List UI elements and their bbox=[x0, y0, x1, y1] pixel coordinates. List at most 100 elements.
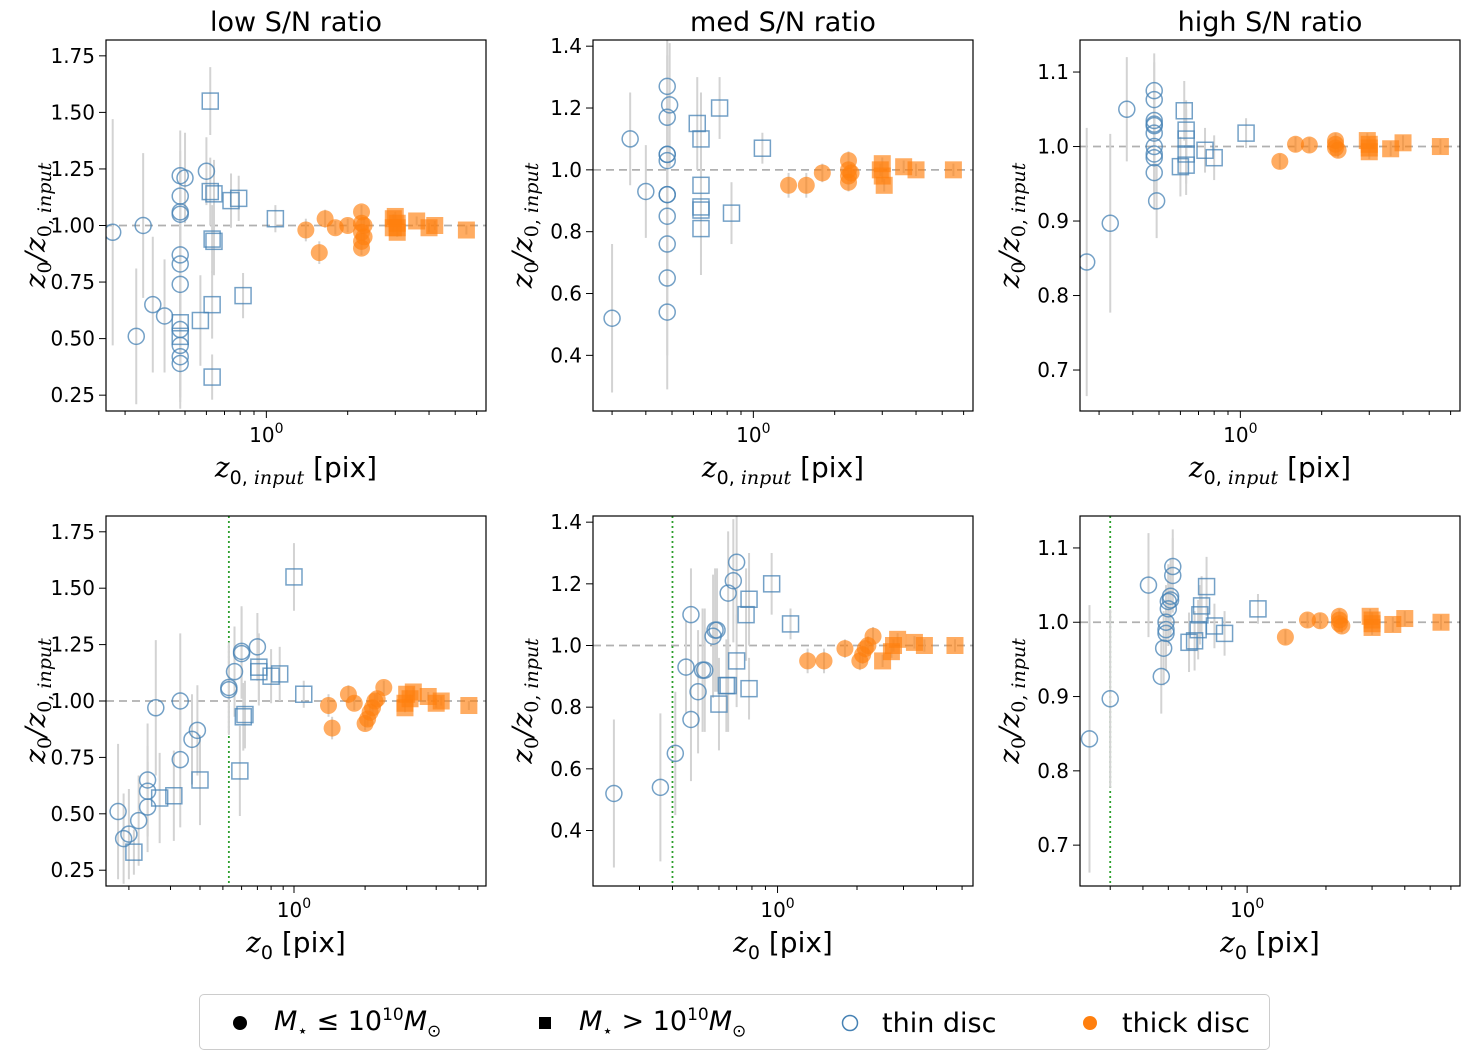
panel-4: 100 0.25 0.50 0.75 1.00 1.25 1.50 1.75 z0/z0, in… bbox=[19, 515, 487, 964]
y-tick-label: 1.50 bbox=[50, 576, 95, 600]
thin-disc-point bbox=[134, 216, 152, 235]
thick-disc-point bbox=[1363, 618, 1381, 636]
thin-disc-point bbox=[197, 162, 216, 180]
thick-disc-point bbox=[815, 652, 833, 670]
legend-label-low-mass-star: ⋆ bbox=[297, 1021, 308, 1042]
thin-disc-point bbox=[1215, 624, 1234, 643]
x-axis-label: z0 [pix] bbox=[245, 926, 346, 964]
thin-disc-point bbox=[114, 829, 133, 848]
x-axis-label: z0 [pix] bbox=[1219, 926, 1320, 964]
thick-disc-point bbox=[1360, 143, 1378, 161]
y-tick-label: 1.75 bbox=[50, 44, 95, 68]
y-tick-label: 1.4 bbox=[550, 510, 582, 534]
thin-disc-point bbox=[171, 692, 190, 710]
thick-disc-point bbox=[842, 164, 860, 182]
thin-disc-point bbox=[231, 762, 249, 780]
legend-item-high-mass: M⋆ > 1010M⊙ bbox=[535, 995, 746, 1051]
thin-disc-point bbox=[220, 678, 238, 697]
thin-disc-point bbox=[1161, 587, 1180, 605]
thin-disc-point bbox=[603, 309, 621, 327]
plot-area bbox=[1080, 516, 1460, 886]
thick-disc-point bbox=[907, 161, 925, 179]
thin-disc-point bbox=[1101, 214, 1120, 233]
plot-area bbox=[593, 516, 973, 886]
thick-disc-point bbox=[1271, 152, 1289, 170]
thin-disc-point bbox=[658, 185, 676, 204]
legend-label-high-mass-rel: > 10 bbox=[612, 1005, 688, 1037]
panel-6: 100 0.7 0.8 0.9 1.0 1.1 z0/z0, input z0 [pix] bbox=[993, 515, 1461, 964]
thin-disc-point bbox=[201, 92, 220, 110]
thin-disc-point bbox=[1157, 624, 1175, 643]
thin-disc-point bbox=[658, 145, 676, 164]
thin-disc-point bbox=[658, 269, 676, 287]
thin-disc-point bbox=[1164, 557, 1182, 576]
x-axis-label: z0, input [pix] bbox=[1188, 451, 1351, 489]
thin-disc-point bbox=[171, 314, 189, 332]
y-tick-label: 0.4 bbox=[550, 343, 582, 367]
thick-disc-point bbox=[320, 697, 338, 715]
y-axis-label: z0/z0, input bbox=[19, 162, 56, 289]
thick-disc-point bbox=[404, 683, 422, 701]
thin-disc-point bbox=[144, 295, 162, 314]
thin-disc-point bbox=[138, 771, 157, 789]
panel-title: med S/N ratio bbox=[690, 7, 876, 38]
y-tick-label: 0.4 bbox=[550, 819, 582, 843]
thin-disc-point bbox=[120, 825, 138, 843]
thin-disc-point bbox=[658, 151, 676, 170]
thin-disc-point bbox=[203, 368, 221, 386]
thick-disc-point bbox=[946, 637, 964, 654]
y-tick-label: 0.7 bbox=[1037, 358, 1069, 382]
thin-disc-point bbox=[708, 621, 726, 639]
thick-disc-point bbox=[780, 176, 798, 194]
thin-disc-point bbox=[724, 572, 743, 590]
thin-disc-point bbox=[658, 303, 676, 321]
y-tick-label: 0.50 bbox=[50, 327, 95, 351]
legend-label-thick-disc: thick disc bbox=[1122, 1007, 1250, 1039]
thick-disc-point bbox=[1432, 613, 1450, 631]
thin-disc-point bbox=[109, 802, 127, 821]
thin-disc-point bbox=[232, 642, 251, 661]
thin-disc-point bbox=[1192, 597, 1211, 615]
y-tick-label: 1.25 bbox=[50, 633, 95, 657]
thin-disc-point bbox=[165, 787, 183, 805]
thin-disc-point bbox=[719, 676, 737, 695]
thin-disc-point bbox=[740, 679, 758, 698]
x-tick-label: 100 bbox=[736, 421, 770, 447]
y-axis-label: z0/z0, input bbox=[993, 638, 1030, 765]
thin-disc-point bbox=[270, 665, 289, 683]
y-tick-label: 0.8 bbox=[1037, 759, 1069, 783]
y-tick-label: 0.6 bbox=[550, 282, 582, 306]
thin-disc-point bbox=[171, 347, 189, 366]
thin-disc-point bbox=[250, 662, 268, 681]
thin-disc-point bbox=[689, 683, 707, 701]
thin-disc-point bbox=[201, 182, 220, 201]
thin-disc-point bbox=[1177, 130, 1195, 148]
thin-disc-point bbox=[1145, 148, 1163, 167]
thin-disc-point bbox=[171, 246, 189, 264]
legend-label-low-mass-sun: ⊙ bbox=[427, 1021, 442, 1042]
thin-disc-point bbox=[266, 209, 285, 228]
x-tick-label: 100 bbox=[1230, 896, 1264, 922]
thick-disc-point bbox=[1300, 136, 1318, 154]
thin-disc-point bbox=[106, 223, 122, 242]
thin-disc-point bbox=[171, 327, 189, 346]
y-tick-label: 1.1 bbox=[1037, 60, 1069, 84]
y-tick-label: 0.25 bbox=[50, 383, 95, 407]
thin-disc-point bbox=[171, 255, 189, 273]
y-tick-label: 1.0 bbox=[1037, 610, 1069, 634]
thick-disc-point bbox=[310, 244, 328, 262]
thin-disc-point bbox=[1197, 577, 1216, 596]
y-tick-label: 1.0 bbox=[550, 634, 582, 658]
axes-frame bbox=[105, 39, 487, 412]
thin-disc-point bbox=[234, 286, 252, 305]
thin-disc-point bbox=[203, 230, 221, 248]
thick-disc-point bbox=[1311, 612, 1329, 630]
thick-disc-point bbox=[1329, 141, 1347, 159]
x-tick-label: 100 bbox=[277, 896, 311, 922]
y-tick-label: 1.1 bbox=[1037, 536, 1069, 560]
thin-disc-point bbox=[1145, 124, 1163, 142]
thin-disc-point bbox=[229, 189, 248, 208]
thin-disc-point bbox=[682, 605, 700, 624]
thin-disc-point bbox=[191, 311, 210, 330]
